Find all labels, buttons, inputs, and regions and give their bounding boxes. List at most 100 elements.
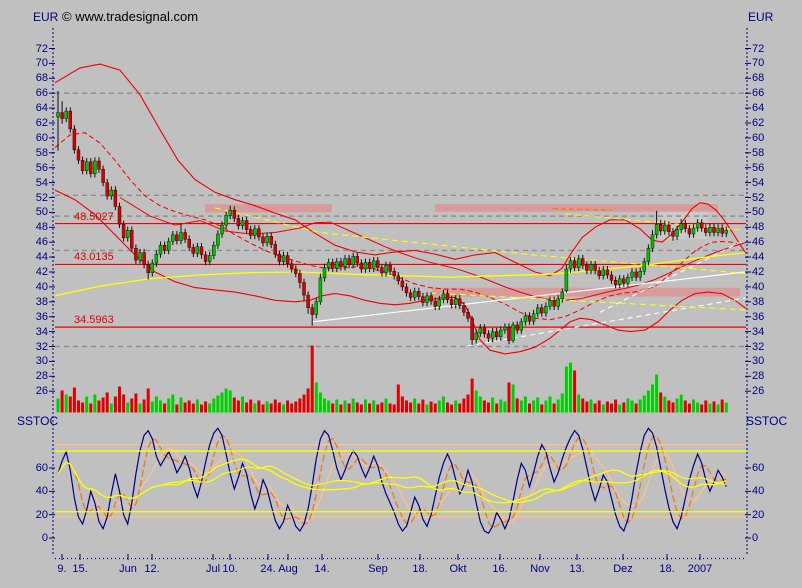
candle-body bbox=[203, 254, 208, 262]
price-axis-currency-right: EUR bbox=[748, 10, 774, 24]
volume-bar bbox=[528, 403, 531, 413]
price-tick-label-right: 64 bbox=[752, 102, 765, 115]
price-tick-label-left: 32 bbox=[35, 340, 48, 353]
volume-bar bbox=[232, 397, 236, 413]
volume-bar bbox=[400, 396, 404, 413]
candle-body bbox=[556, 298, 560, 307]
price-tick-label-left: 40 bbox=[35, 280, 48, 293]
volume-bar bbox=[421, 399, 425, 413]
candle-body bbox=[462, 305, 466, 313]
price-tick-label-right: 48 bbox=[752, 221, 765, 234]
candle-body bbox=[544, 306, 548, 314]
candle-body bbox=[581, 258, 585, 266]
candle-body bbox=[609, 274, 614, 281]
candle-body bbox=[367, 262, 372, 269]
candle-body bbox=[195, 246, 200, 254]
volume-bar bbox=[581, 398, 585, 413]
candle-body bbox=[277, 253, 282, 262]
price-tick-label-left: 34 bbox=[35, 325, 48, 338]
price-tick-label-right: 36 bbox=[752, 310, 765, 323]
volume-bar bbox=[273, 399, 277, 413]
volume-bar bbox=[683, 400, 687, 413]
candle-body bbox=[380, 267, 384, 273]
candle-body bbox=[93, 160, 97, 174]
price-tick-label-left: 58 bbox=[35, 146, 48, 159]
price-tick-label-right: 46 bbox=[752, 236, 765, 249]
date-tick-label: 15. bbox=[72, 563, 88, 575]
candle-body bbox=[712, 227, 716, 233]
candle-body bbox=[671, 231, 675, 237]
volume-bar bbox=[556, 399, 560, 413]
price-tick-label-left: 56 bbox=[35, 161, 48, 174]
candle-body bbox=[425, 295, 429, 303]
candle-body bbox=[89, 161, 93, 174]
candle-body bbox=[134, 247, 138, 261]
candle-body bbox=[695, 222, 700, 229]
volume-bar bbox=[171, 394, 175, 413]
volume-bar bbox=[507, 382, 511, 413]
volume-bar bbox=[376, 404, 380, 413]
candle-body bbox=[716, 227, 720, 233]
volume-bar bbox=[64, 394, 68, 413]
candle-body bbox=[162, 244, 167, 251]
candle-body bbox=[257, 228, 261, 238]
candle-body bbox=[708, 227, 712, 233]
volume-bar bbox=[191, 403, 195, 413]
candle-body bbox=[413, 291, 417, 298]
volume-bar bbox=[651, 384, 654, 413]
volume-bar bbox=[474, 390, 478, 413]
candle-body bbox=[589, 264, 593, 271]
candle-body bbox=[486, 333, 491, 339]
candle-body bbox=[388, 265, 392, 272]
volume-bar bbox=[146, 388, 150, 413]
volume-bar bbox=[429, 401, 433, 413]
volume-bar bbox=[216, 395, 220, 413]
candle-body bbox=[326, 262, 331, 268]
candle-body bbox=[187, 239, 191, 248]
volume-bar bbox=[187, 400, 191, 413]
volume-bar bbox=[167, 398, 171, 413]
date-tick-label: 12. bbox=[144, 563, 160, 575]
volume-bar bbox=[724, 402, 728, 413]
volume-bar bbox=[503, 401, 507, 413]
price-tick-label-right: 50 bbox=[752, 206, 765, 219]
volume-bar bbox=[130, 398, 134, 413]
date-tick-label: 2007 bbox=[687, 563, 713, 575]
volume-bar bbox=[655, 374, 659, 413]
volume-bar bbox=[290, 403, 294, 413]
price-tick-label-left: 70 bbox=[35, 57, 48, 70]
volume-bar bbox=[417, 403, 421, 413]
volume-bar bbox=[519, 400, 523, 413]
volume-bar bbox=[277, 402, 281, 413]
candle-body bbox=[158, 244, 163, 255]
candle-body bbox=[511, 324, 515, 341]
volume-bar bbox=[150, 401, 154, 413]
volume-bar bbox=[306, 388, 310, 413]
sstoc-tick-label-left: 60 bbox=[35, 461, 48, 474]
price-tick-label-right: 44 bbox=[752, 251, 765, 264]
date-tick-label: Aug bbox=[278, 563, 298, 575]
candle-body bbox=[125, 230, 130, 238]
volume-bar bbox=[113, 396, 117, 413]
volume-bar bbox=[540, 404, 544, 413]
candle-body bbox=[384, 265, 388, 273]
candle-body bbox=[560, 291, 564, 300]
volume-bar bbox=[499, 399, 503, 413]
volume-bar bbox=[593, 403, 597, 413]
volume-bar bbox=[601, 404, 605, 413]
volume-bar bbox=[200, 404, 203, 413]
resistance-zone bbox=[205, 204, 332, 213]
candle-body bbox=[466, 312, 470, 319]
candle-body bbox=[68, 110, 73, 130]
volume-bar bbox=[265, 401, 269, 413]
volume-bar bbox=[610, 403, 613, 413]
volume-bar bbox=[122, 394, 126, 413]
price-tick-label-left: 64 bbox=[35, 102, 48, 115]
price-tick-label-right: 70 bbox=[752, 57, 765, 70]
volume-bar bbox=[314, 382, 318, 413]
volume-bar bbox=[405, 400, 408, 413]
volume-bar bbox=[159, 400, 162, 413]
date-tick-label: Okt bbox=[449, 563, 467, 575]
volume-bar bbox=[105, 392, 109, 413]
